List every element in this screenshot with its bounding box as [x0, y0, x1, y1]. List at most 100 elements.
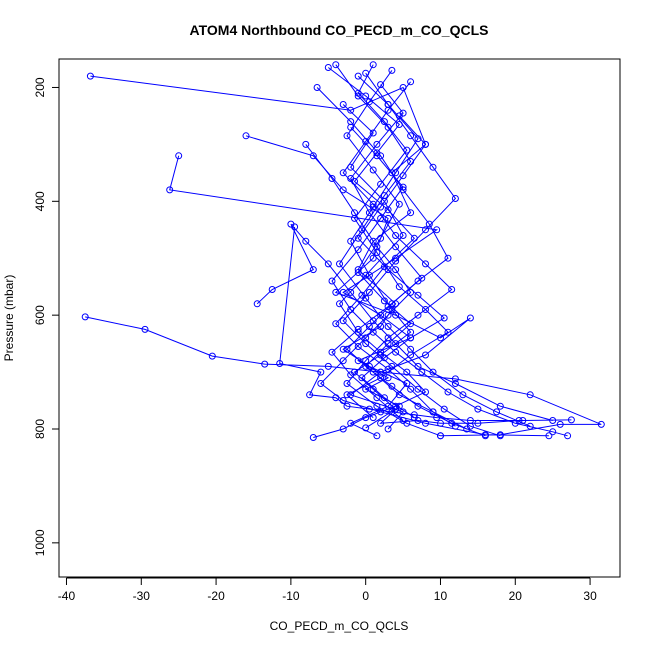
x-tick-label: 30	[583, 589, 597, 603]
data-point	[369, 328, 377, 336]
data-point	[388, 382, 396, 390]
data-point	[373, 140, 381, 148]
data-point	[448, 419, 456, 427]
data-point	[437, 334, 444, 342]
data-point	[242, 132, 250, 140]
data-point	[362, 138, 370, 145]
data-point	[403, 146, 411, 154]
data-point	[549, 428, 557, 436]
data-point	[369, 414, 377, 422]
data-point	[309, 266, 317, 274]
data-point	[410, 411, 418, 419]
data-point	[380, 118, 388, 126]
y-tick-label: 400	[33, 191, 47, 211]
data-point	[466, 314, 474, 322]
x-tick-label: -40	[58, 589, 76, 603]
data-point	[422, 306, 429, 313]
data-point	[377, 408, 385, 416]
data-point	[414, 385, 422, 393]
data-point	[369, 254, 377, 262]
data-point	[373, 402, 381, 410]
data-point	[388, 362, 396, 370]
data-point	[380, 297, 388, 305]
data-point	[429, 163, 437, 171]
series-15	[354, 112, 448, 422]
data-point	[556, 420, 564, 428]
data-point	[399, 232, 407, 239]
data-point	[339, 101, 347, 108]
chart-title: ATOM4 Northbound CO_PECD_m_CO_QCLS	[190, 22, 489, 38]
series-line	[350, 75, 419, 429]
data-point	[384, 323, 392, 330]
data-point	[336, 300, 343, 308]
data-point	[407, 132, 415, 140]
data-point	[496, 432, 504, 440]
data-point	[253, 300, 261, 308]
data-point	[373, 152, 381, 160]
series-line	[335, 64, 531, 427]
series-line	[357, 115, 446, 419]
data-point	[564, 432, 572, 440]
series-line	[331, 126, 568, 437]
data-point	[407, 345, 415, 353]
data-point	[384, 266, 392, 274]
data-point	[392, 169, 400, 177]
data-point	[399, 183, 407, 191]
data-point	[474, 405, 482, 413]
data-point	[362, 424, 370, 432]
data-point	[433, 226, 441, 234]
data-point	[384, 123, 392, 131]
data-point	[425, 220, 433, 228]
data-point	[343, 345, 351, 353]
data-point	[422, 351, 429, 359]
data-point	[422, 226, 429, 234]
series-16	[332, 61, 534, 430]
x-tick-label: -20	[207, 589, 225, 603]
data-point	[362, 294, 370, 302]
data-point	[392, 266, 400, 274]
data-point	[328, 175, 336, 182]
data-point	[354, 325, 362, 333]
data-point	[377, 81, 385, 89]
data-point	[369, 129, 377, 137]
data-point	[332, 61, 340, 69]
data-point	[481, 432, 489, 440]
data-point	[392, 243, 400, 251]
data-point	[451, 195, 459, 202]
data-point	[339, 186, 347, 194]
data-point	[384, 101, 392, 108]
data-point	[347, 106, 355, 114]
data-point	[407, 158, 415, 165]
data-point	[358, 226, 366, 234]
series-line	[279, 226, 572, 421]
data-point	[384, 311, 392, 319]
series-line	[346, 70, 486, 437]
data-point	[369, 237, 377, 245]
data-point	[384, 374, 392, 382]
data-point	[332, 320, 340, 328]
series-17	[339, 78, 456, 440]
data-point	[444, 328, 452, 336]
data-point	[418, 274, 426, 282]
data-point	[369, 368, 377, 376]
data-point	[324, 362, 332, 370]
data-point	[392, 405, 400, 413]
data-point	[377, 374, 385, 382]
series-line	[342, 72, 501, 437]
data-point	[343, 380, 351, 387]
data-point	[317, 368, 325, 376]
data-point	[496, 402, 504, 410]
data-point	[208, 352, 216, 360]
data-point	[422, 419, 429, 427]
series-line	[327, 67, 456, 427]
data-point	[339, 357, 347, 365]
y-tick-label: 800	[33, 419, 47, 439]
data-point	[392, 257, 400, 265]
data-point	[526, 391, 534, 399]
data-point	[362, 92, 370, 100]
data-point	[444, 254, 452, 262]
data-point	[141, 325, 149, 333]
data-point	[343, 391, 351, 399]
data-point	[365, 271, 373, 279]
data-point	[358, 374, 366, 382]
